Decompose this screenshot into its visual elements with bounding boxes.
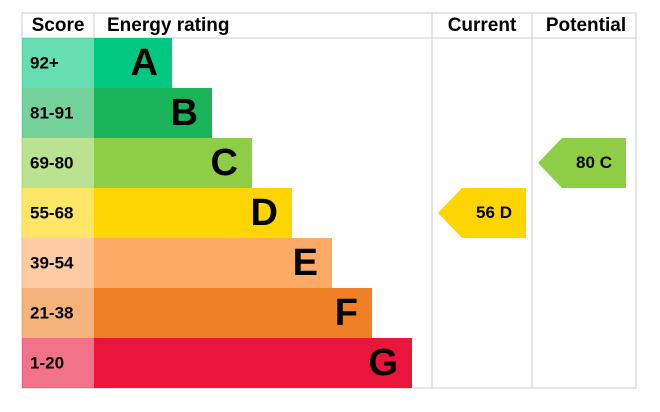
band-bar	[94, 338, 412, 388]
band-bar	[94, 288, 372, 338]
band-score: 92+	[30, 53, 59, 72]
band-letter: D	[251, 192, 278, 234]
band-bar	[94, 88, 212, 138]
score-cell	[22, 338, 94, 388]
potential-letter: C	[600, 153, 612, 172]
band-score: 21-38	[30, 303, 73, 322]
header-current: Current	[448, 15, 517, 36]
band-letter: F	[335, 292, 358, 334]
current-arrow	[438, 188, 526, 238]
band-letter: A	[131, 42, 158, 84]
band-letter: E	[293, 242, 318, 284]
band-letter: C	[211, 142, 238, 184]
band-letter: B	[171, 92, 198, 134]
potential-label: 80 C	[576, 153, 612, 172]
band-bar	[94, 188, 292, 238]
header-rating: Energy rating	[107, 15, 229, 36]
band-score: 69-80	[30, 153, 73, 172]
score-cell	[22, 188, 94, 238]
header-potential: Potential	[546, 15, 626, 36]
band-score: 81-91	[30, 103, 73, 122]
score-cell	[22, 238, 94, 288]
current-letter: D	[500, 203, 512, 222]
band-score: 55-68	[30, 203, 73, 222]
band-bar	[94, 138, 252, 188]
band-bar	[94, 238, 332, 288]
potential-arrow	[538, 138, 626, 188]
current-score: 56	[476, 203, 495, 222]
score-cell	[22, 38, 94, 88]
potential-score: 80	[576, 153, 595, 172]
band-letter: G	[368, 342, 398, 384]
score-cell	[22, 88, 94, 138]
band-score: 1-20	[30, 353, 64, 372]
score-cell	[22, 138, 94, 188]
current-label: 56 D	[476, 203, 512, 222]
band-bar	[94, 38, 172, 88]
score-cell	[22, 288, 94, 338]
header-score: Score	[32, 15, 85, 36]
band-score: 39-54	[30, 253, 74, 272]
